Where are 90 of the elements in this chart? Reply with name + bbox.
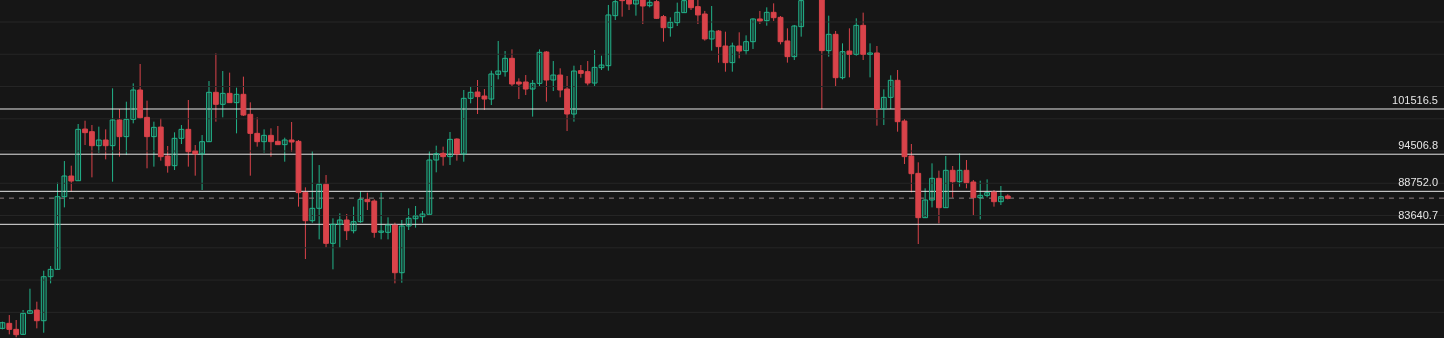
candlestick: [68, 165, 75, 193]
candlestick: [226, 72, 233, 104]
candlestick: [536, 48, 543, 88]
candlestick: [219, 70, 226, 118]
candlestick: [743, 34, 750, 56]
candlestick: [206, 80, 212, 143]
candlestick: [453, 137, 460, 162]
candlestick: [488, 70, 495, 106]
candlestick: [336, 212, 343, 249]
candlestick: [261, 128, 267, 154]
candlestick: [343, 213, 350, 241]
candlestick: [708, 5, 715, 52]
candlestick: [398, 219, 405, 284]
candlestick: [212, 52, 219, 123]
candlestick: [949, 165, 956, 199]
candlestick: [571, 65, 577, 123]
candlestick: [350, 206, 357, 234]
candlestick: [639, 0, 646, 25]
candlestick: [54, 182, 61, 270]
ref-line-label: 94506.8: [1398, 139, 1438, 152]
candlestick: [123, 101, 130, 156]
candlestick: [460, 89, 467, 163]
candlestick: [798, 0, 805, 38]
candlestick: [756, 10, 763, 25]
candlestick: [681, 0, 688, 14]
candlestick: [763, 6, 770, 27]
candlestick: [550, 60, 557, 92]
candlestick: [95, 126, 102, 154]
candlestick: [433, 145, 440, 173]
candlestick: [977, 180, 984, 220]
candlestick: [853, 17, 860, 57]
candlestick: [233, 87, 240, 134]
candlestick: [419, 210, 426, 224]
candlestick: [150, 121, 157, 168]
candlestick: [316, 164, 323, 240]
candlestick: [33, 301, 40, 329]
candlestick: [61, 160, 68, 208]
candlestick: [591, 49, 598, 87]
ref-line-label: 83640.7: [1398, 209, 1438, 222]
candlestick: [867, 42, 873, 78]
candlestick: [612, 0, 619, 21]
candlestick: [27, 288, 33, 314]
candlestick: [880, 88, 887, 126]
candlestick: [887, 74, 894, 110]
candlestick: [467, 85, 474, 104]
candlestick: [171, 131, 178, 171]
candlestick: [825, 15, 832, 58]
candlestick: [495, 40, 502, 80]
candlestick: [529, 79, 536, 118]
candlestick: [667, 16, 674, 38]
candlestick: [330, 217, 336, 270]
candlestick: [929, 162, 935, 208]
candlestick: [922, 187, 929, 219]
ref-line-label: 88752.0: [1398, 176, 1438, 189]
candlestick: [412, 205, 419, 229]
candlestick: [942, 155, 949, 209]
candlestick: [984, 178, 991, 198]
candlestick: [281, 137, 288, 163]
candlestick: [109, 87, 116, 183]
candlestick: [791, 24, 798, 61]
candlestick: [426, 150, 433, 215]
ref-line-label: 101516.5: [1392, 93, 1438, 106]
candlestick: [750, 17, 756, 50]
candlestick: [839, 42, 846, 80]
candlestick: [116, 108, 123, 158]
candlestick: [357, 190, 364, 224]
candlestick: [633, 0, 639, 17]
candlestick: [102, 128, 109, 160]
candlestick: [736, 31, 743, 59]
candlestick: [956, 152, 963, 188]
candlestick: [729, 42, 736, 73]
candlestick: [385, 216, 391, 240]
candlestick: [846, 27, 853, 78]
candlestick: [646, 0, 653, 8]
candlestick: [309, 150, 316, 224]
candlestick: [997, 185, 1004, 206]
candlestick: [40, 270, 47, 334]
candlestick: [405, 207, 412, 231]
candlestick: [20, 309, 26, 336]
candlestick: [378, 192, 385, 240]
candlestick: [605, 4, 612, 72]
candlestick: [178, 124, 185, 145]
candlestick: [130, 82, 137, 124]
candlestick: [75, 123, 82, 182]
candlestick: [674, 2, 681, 27]
candlestick: [598, 55, 605, 71]
candlestick: [502, 50, 508, 78]
candlestick: [199, 134, 206, 191]
candlestick: [440, 146, 447, 167]
candlestick: [447, 131, 453, 166]
